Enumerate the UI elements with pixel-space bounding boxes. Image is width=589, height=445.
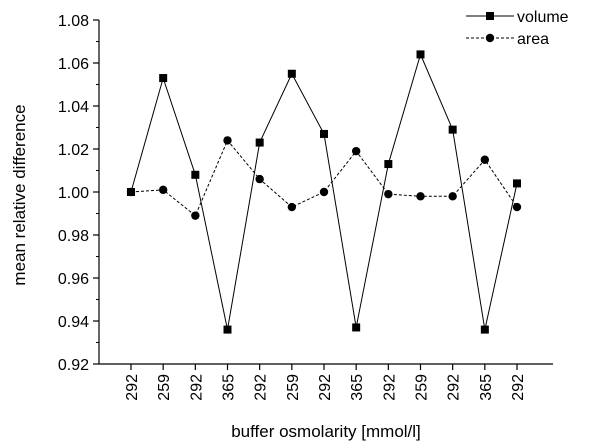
data-point-area <box>512 202 522 212</box>
x-tick-label: 292 <box>510 374 527 401</box>
x-tick-label: 292 <box>253 374 270 401</box>
y-tick-label: 1.08 <box>58 13 89 30</box>
x-tick-label: 292 <box>381 374 398 401</box>
x-tick-label: 365 <box>349 374 366 401</box>
data-point-area <box>480 155 490 164</box>
y-tick-label: 0.98 <box>58 228 89 245</box>
x-tick-label: 292 <box>124 374 141 401</box>
legend-label-volume: volume <box>517 9 569 26</box>
data-point-area <box>255 174 264 184</box>
data-point-volume <box>352 323 361 332</box>
data-point-area <box>287 202 297 212</box>
series-layer <box>126 50 522 334</box>
series-line-area <box>130 139 518 217</box>
x-tick-label: 365 <box>478 374 495 401</box>
data-point-volume <box>191 170 200 179</box>
data-point-volume <box>255 138 264 147</box>
legend-marker-area <box>485 33 495 43</box>
data-point-area <box>416 192 425 201</box>
data-point-volume <box>287 69 296 78</box>
legend: volume area <box>466 9 569 48</box>
data-point-volume <box>223 325 232 334</box>
y-tick-label: 1.06 <box>58 56 89 73</box>
y-tick-label: 0.92 <box>58 357 89 374</box>
y-tick-label: 0.96 <box>58 271 89 288</box>
series-area <box>126 136 522 220</box>
y-tick-label: 1.02 <box>58 142 89 159</box>
data-point-area <box>126 187 136 197</box>
y-tick-label: 1.04 <box>58 99 89 116</box>
data-point-volume <box>320 129 328 138</box>
data-point-volume <box>480 325 489 334</box>
y-tick-label: 1.00 <box>58 185 89 202</box>
x-tick-label: 365 <box>221 374 238 401</box>
legend-marker-volume <box>486 12 494 20</box>
data-point-volume <box>159 74 168 83</box>
x-tick-label: 259 <box>414 374 431 401</box>
data-point-area <box>191 211 200 220</box>
data-point-area <box>384 189 393 199</box>
data-point-volume <box>416 50 425 59</box>
data-point-area <box>158 185 168 195</box>
x-tick-label: 292 <box>446 374 463 401</box>
legend-label-area: area <box>517 31 549 48</box>
x-tick-label: 292 <box>188 374 205 401</box>
axes: 0.92 0.94 0.96 0.98 1.00 1.02 1.04 1.06 1.08 292 2… <box>58 13 553 401</box>
data-point-area <box>319 187 329 197</box>
x-axis-label: buffer osmolarity [mmol/l] <box>231 422 421 441</box>
data-point-volume <box>448 125 457 134</box>
data-point-area <box>351 146 361 156</box>
y-axis-label: mean relative difference <box>10 104 29 285</box>
x-tick-label: 259 <box>285 374 302 401</box>
data-point-volume <box>384 160 393 169</box>
x-tick-label: 292 <box>317 374 334 401</box>
data-point-area <box>223 136 232 145</box>
x-tick-label: 259 <box>156 374 173 401</box>
y-tick-label: 0.94 <box>58 314 89 331</box>
data-point-volume <box>513 179 521 188</box>
data-point-area <box>448 192 457 201</box>
